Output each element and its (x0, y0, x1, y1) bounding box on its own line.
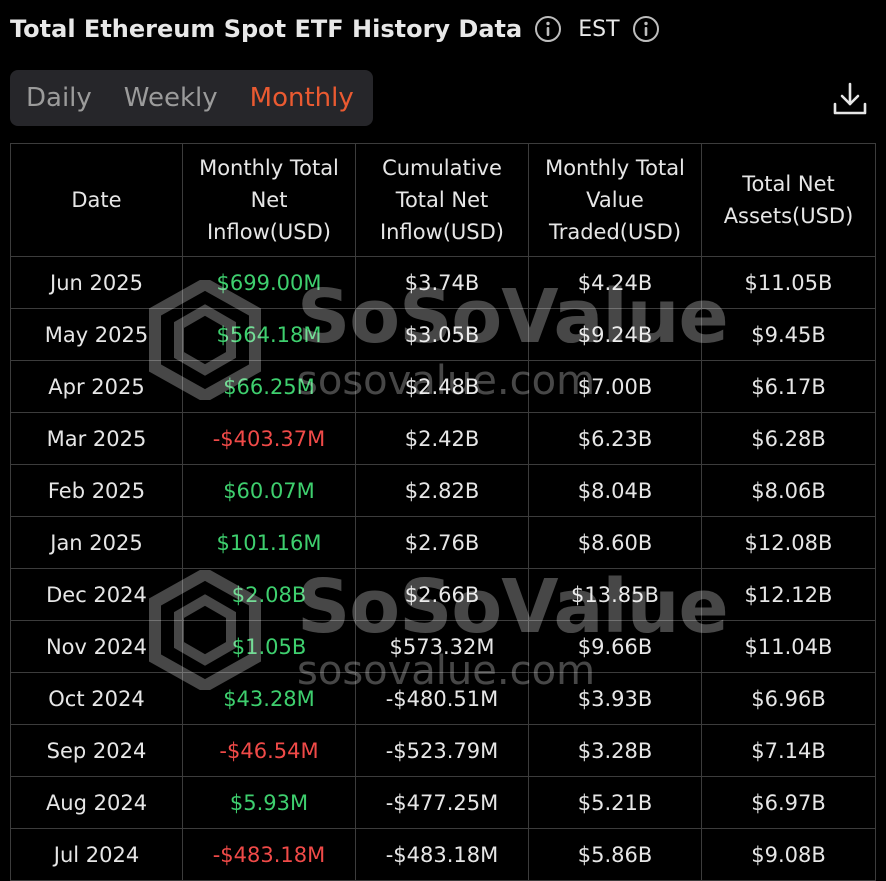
cell-cumulative-net-inflow: $2.42B (355, 412, 529, 465)
cell-value-traded: $3.93B (528, 672, 702, 725)
cell-cumulative-net-inflow: $3.05B (355, 308, 529, 361)
cell-monthly-net-inflow: -$483.18M (182, 828, 356, 881)
cell-cumulative-net-inflow: $2.48B (355, 360, 529, 413)
cell-date: May 2025 (10, 308, 183, 361)
cell-date: Nov 2024 (10, 620, 183, 673)
cell-monthly-net-inflow: $5.93M (182, 776, 356, 829)
table-row: Apr 2025 $66.25M $2.48B $7.00B $6.17B (10, 360, 876, 413)
table-row: Sep 2024 -$46.54M -$523.79M $3.28B $7.14… (10, 724, 876, 777)
table-row: Dec 2024 $2.08B $2.66B $13.85B $12.12B (10, 568, 876, 621)
cell-value-traded: $13.85B (528, 568, 702, 621)
cell-date: Dec 2024 (10, 568, 183, 621)
cell-total-net-assets: $6.97B (701, 776, 876, 829)
cell-cumulative-net-inflow: -$480.51M (355, 672, 529, 725)
cell-date: Feb 2025 (10, 464, 183, 517)
cell-date: Jan 2025 (10, 516, 183, 569)
table-row: Jan 2025 $101.16M $2.76B $8.60B $12.08B (10, 516, 876, 569)
cell-cumulative-net-inflow: $2.66B (355, 568, 529, 621)
cell-total-net-assets: $6.17B (701, 360, 876, 413)
download-button[interactable] (831, 80, 869, 118)
cell-value-traded: $8.60B (528, 516, 702, 569)
column-header-value-traded: Monthly Total Value Traded(USD) (528, 143, 702, 257)
cell-date: Jun 2025 (10, 256, 183, 309)
cell-date: Aug 2024 (10, 776, 183, 829)
cell-total-net-assets: $9.08B (701, 828, 876, 881)
table-row: May 2025 $564.18M $3.05B $9.24B $9.45B (10, 308, 876, 361)
cell-cumulative-net-inflow: $2.82B (355, 464, 529, 517)
cell-monthly-net-inflow: -$46.54M (182, 724, 356, 777)
column-header-monthly-net-inflow: Monthly Total Net Inflow(USD) (182, 143, 356, 257)
cell-value-traded: $8.04B (528, 464, 702, 517)
cell-value-traded: $5.21B (528, 776, 702, 829)
table-body: Jun 2025 $699.00M $3.74B $4.24B $11.05B … (10, 256, 876, 881)
cell-value-traded: $7.00B (528, 360, 702, 413)
table-row: Feb 2025 $60.07M $2.82B $8.04B $8.06B (10, 464, 876, 517)
cell-monthly-net-inflow: $699.00M (182, 256, 356, 309)
cell-monthly-net-inflow: $43.28M (182, 672, 356, 725)
cell-total-net-assets: $12.12B (701, 568, 876, 621)
cell-value-traded: $9.66B (528, 620, 702, 673)
table-row: Jul 2024 -$483.18M -$483.18M $5.86B $9.0… (10, 828, 876, 881)
etf-history-table: Date Monthly Total Net Inflow(USD) Cumul… (10, 143, 876, 881)
cell-monthly-net-inflow: $1.05B (182, 620, 356, 673)
cell-total-net-assets: $9.45B (701, 308, 876, 361)
cell-monthly-net-inflow: $60.07M (182, 464, 356, 517)
cell-date: Sep 2024 (10, 724, 183, 777)
table-row: Aug 2024 $5.93M -$477.25M $5.21B $6.97B (10, 776, 876, 829)
timezone-info-icon[interactable] (632, 15, 660, 43)
cell-date: Mar 2025 (10, 412, 183, 465)
table-row: Oct 2024 $43.28M -$480.51M $3.93B $6.96B (10, 672, 876, 725)
cell-total-net-assets: $12.08B (701, 516, 876, 569)
page-title: Total Ethereum Spot ETF History Data (10, 15, 523, 43)
cell-total-net-assets: $7.14B (701, 724, 876, 777)
header: Total Ethereum Spot ETF History Data EST (10, 12, 660, 46)
cell-cumulative-net-inflow: $2.76B (355, 516, 529, 569)
cell-total-net-assets: $11.04B (701, 620, 876, 673)
cell-cumulative-net-inflow: $573.32M (355, 620, 529, 673)
cell-value-traded: $5.86B (528, 828, 702, 881)
tab-weekly[interactable]: Weekly (123, 83, 218, 113)
cell-monthly-net-inflow: $101.16M (182, 516, 356, 569)
tab-daily[interactable]: Daily (26, 83, 92, 113)
cell-cumulative-net-inflow: -$483.18M (355, 828, 529, 881)
cell-monthly-net-inflow: $2.08B (182, 568, 356, 621)
cell-value-traded: $4.24B (528, 256, 702, 309)
cell-monthly-net-inflow: -$403.37M (182, 412, 356, 465)
cell-total-net-assets: $11.05B (701, 256, 876, 309)
cell-monthly-net-inflow: $564.18M (182, 308, 356, 361)
cell-total-net-assets: $8.06B (701, 464, 876, 517)
download-icon (833, 82, 867, 115)
column-header-date: Date (10, 143, 183, 257)
cell-date: Oct 2024 (10, 672, 183, 725)
cell-total-net-assets: $6.28B (701, 412, 876, 465)
period-tabs: Daily Weekly Monthly (10, 70, 373, 126)
column-header-total-net-assets: Total Net Assets(USD) (701, 143, 876, 257)
cell-cumulative-net-inflow: -$523.79M (355, 724, 529, 777)
cell-monthly-net-inflow: $66.25M (182, 360, 356, 413)
cell-cumulative-net-inflow: -$477.25M (355, 776, 529, 829)
cell-total-net-assets: $6.96B (701, 672, 876, 725)
tab-monthly[interactable]: Monthly (249, 83, 354, 113)
table-header-row: Date Monthly Total Net Inflow(USD) Cumul… (10, 143, 876, 257)
timezone-label: EST (578, 16, 620, 42)
cell-value-traded: $6.23B (528, 412, 702, 465)
table-row: Jun 2025 $699.00M $3.74B $4.24B $11.05B (10, 256, 876, 309)
cell-date: Apr 2025 (10, 360, 183, 413)
column-header-cumulative-net-inflow: Cumulative Total Net Inflow(USD) (355, 143, 529, 257)
cell-value-traded: $3.28B (528, 724, 702, 777)
table-row: Nov 2024 $1.05B $573.32M $9.66B $11.04B (10, 620, 876, 673)
table-row: Mar 2025 -$403.37M $2.42B $6.23B $6.28B (10, 412, 876, 465)
cell-cumulative-net-inflow: $3.74B (355, 256, 529, 309)
cell-value-traded: $9.24B (528, 308, 702, 361)
cell-date: Jul 2024 (10, 828, 183, 881)
info-icon[interactable] (534, 15, 562, 43)
